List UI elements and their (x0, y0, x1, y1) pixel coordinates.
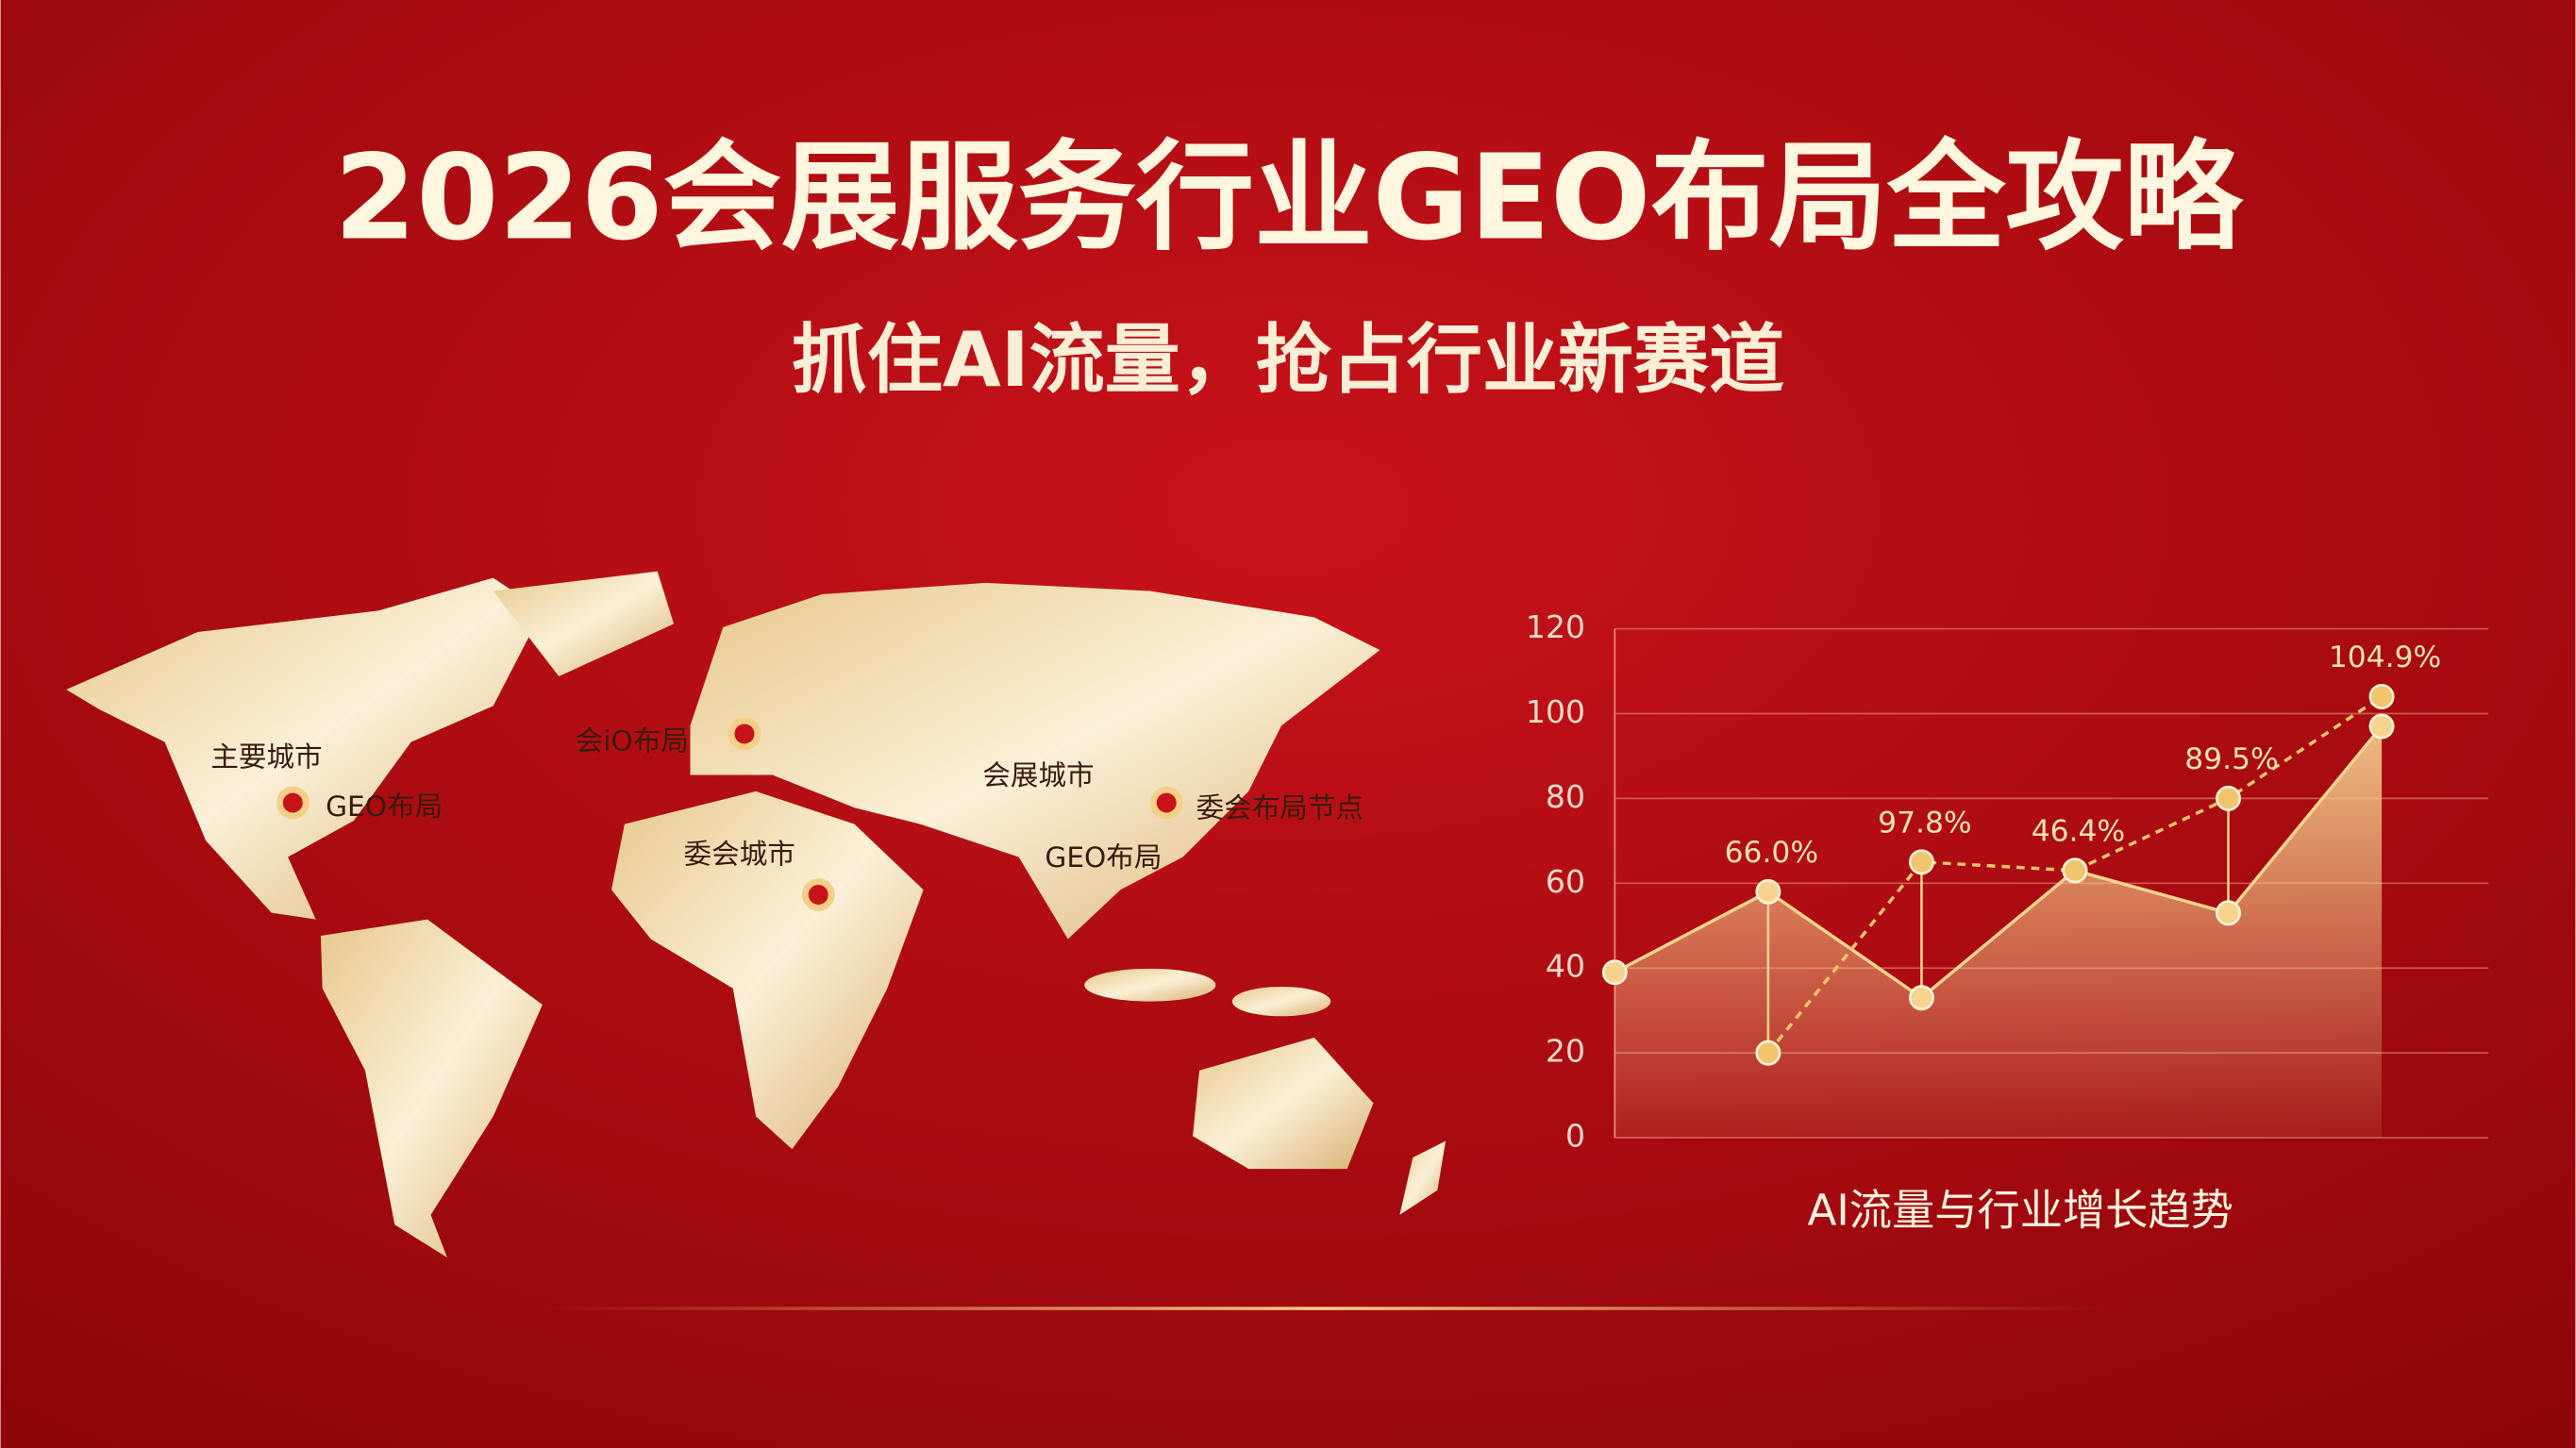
dashed-line (1766, 695, 2384, 1055)
annotation: 66.0% (1725, 836, 1818, 870)
divider (542, 1307, 2103, 1310)
map-label: 会iO布局 (576, 724, 689, 757)
map-label: GEO布局 (1045, 841, 1162, 874)
point (1755, 1040, 1781, 1066)
point (1908, 849, 1934, 875)
map-markers (276, 717, 1183, 911)
map-label: 主要城市 (210, 741, 322, 774)
chart-title: AI流量与行业增长趋势 (1807, 1185, 2233, 1235)
point (2216, 900, 2242, 926)
annotation: 46.4% (2032, 815, 2125, 849)
y-tick-label: 60 (1546, 863, 1585, 900)
point (1908, 985, 1934, 1011)
annotation: 97.8% (1878, 807, 1971, 841)
map-label: 委会城市 (684, 838, 795, 870)
annotation: 104.9% (2329, 641, 2441, 674)
y-tick-label: 40 (1546, 948, 1585, 985)
annotation: 89.5% (2184, 742, 2278, 776)
y-tick-label: 100 (1526, 693, 1585, 730)
y-tick-label: 0 (1565, 1118, 1585, 1155)
map-label: 会展城市 (982, 759, 1094, 791)
point (2368, 684, 2395, 709)
chart: 0 20 40 60 80 100 120 66.0% 97.8% 46.4% 89.5% 104.9… (1526, 608, 2489, 1155)
y-tick-label: 80 (1546, 778, 1585, 815)
point (1755, 878, 1781, 905)
point (2368, 713, 2395, 740)
point (2062, 857, 2088, 884)
point (2216, 785, 2242, 811)
title: 2026会展服务行业GEO布局全攻略 (334, 128, 2245, 266)
map-label: GEO布局 (326, 791, 443, 823)
world-map (66, 571, 1447, 1258)
map-label: 委会布局节点 (1196, 792, 1363, 824)
point (1601, 959, 1628, 986)
y-tick-label: 20 (1546, 1033, 1585, 1070)
area (1614, 725, 2383, 1139)
y-tick-label: 120 (1526, 608, 1585, 645)
line (1614, 724, 2384, 1000)
subtitle: 抓住AI流量，抢占行业新赛道 (792, 316, 1784, 404)
